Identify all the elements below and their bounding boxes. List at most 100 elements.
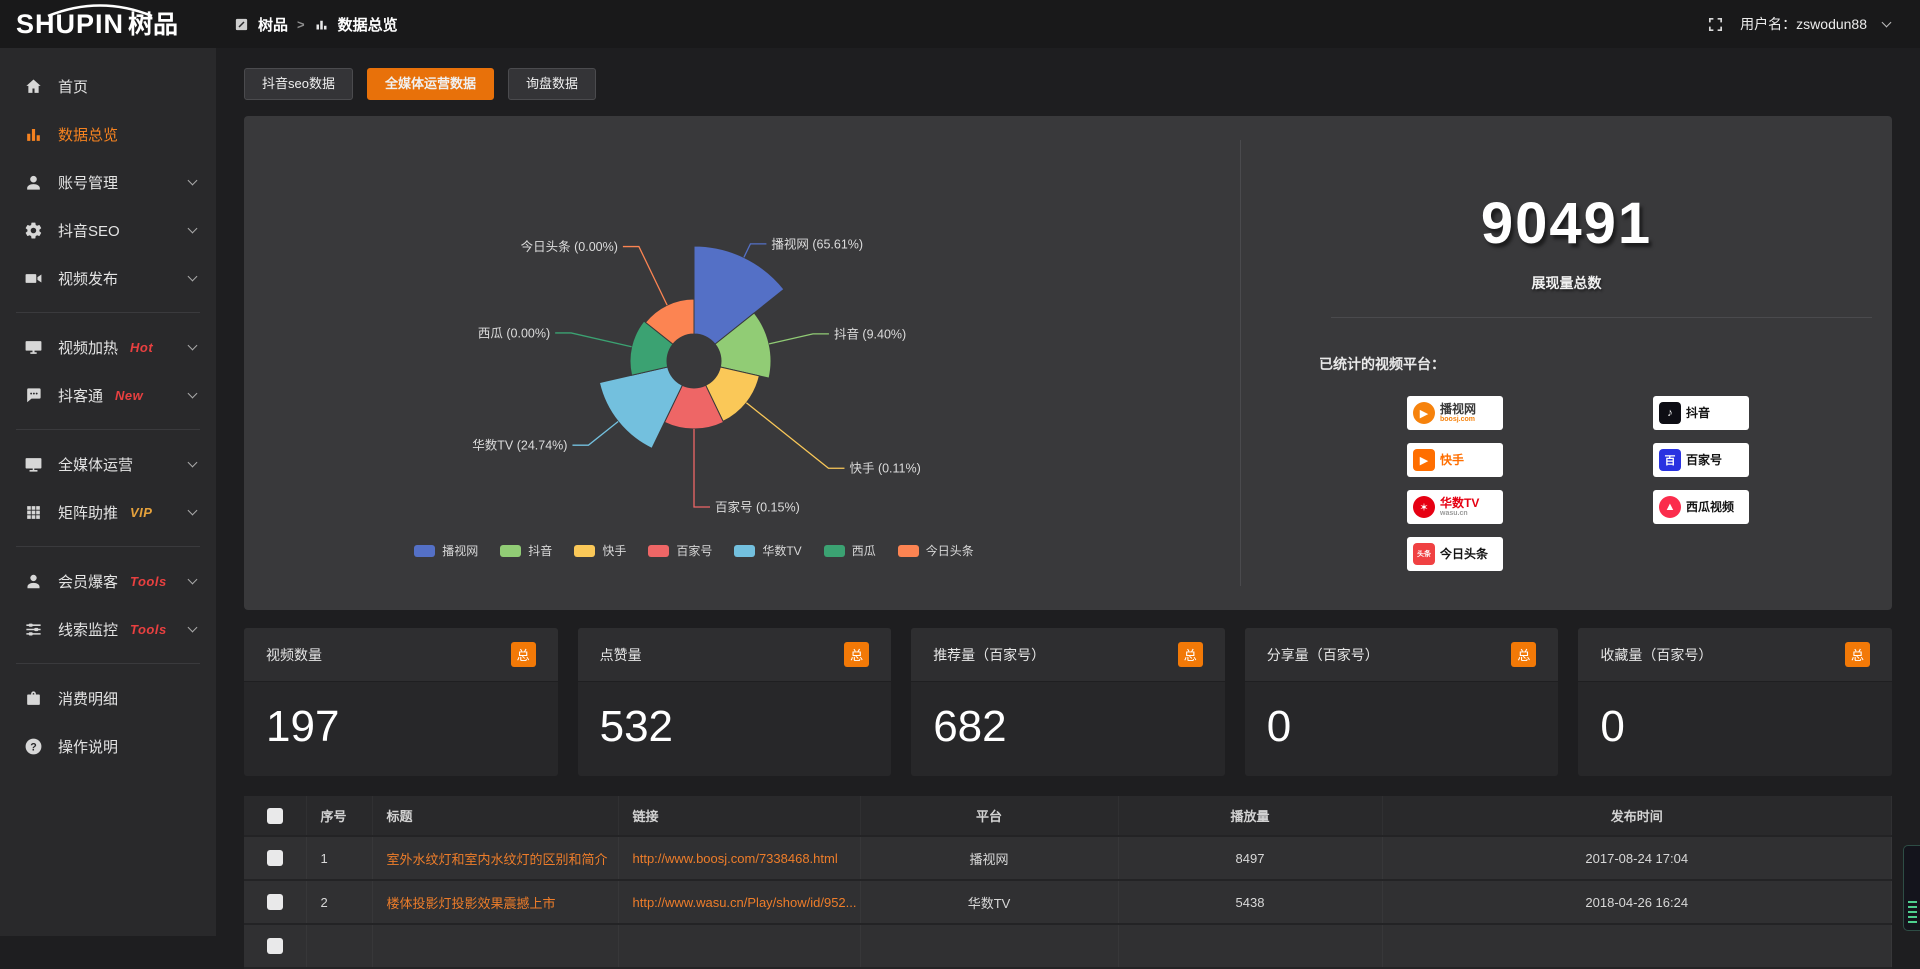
chat-icon	[24, 386, 43, 405]
platform-logo-icon: ✶	[1413, 496, 1435, 518]
stat-card-title: 推荐量（百家号）	[933, 645, 1045, 665]
breadcrumb-root[interactable]: 树品	[258, 14, 288, 35]
row-checkbox[interactable]	[267, 850, 283, 866]
pie-label: 西瓜 (0.00%)	[478, 326, 550, 340]
pie-label: 抖音 (9.40%)	[834, 326, 906, 341]
legend-label: 今日头条	[926, 542, 974, 559]
username[interactable]: 用户名：zswodun88	[1740, 14, 1867, 34]
chevron-down-icon	[188, 271, 198, 281]
stat-card-title: 分享量（百家号）	[1267, 645, 1379, 665]
rose-chart-zone: 播视网 (65.61%)抖音 (9.40%)快手 (0.11%)百家号 (0.1…	[244, 116, 1240, 610]
video-title-link[interactable]: 楼体投影灯投影效果震撼上市	[372, 880, 618, 924]
legend-item[interactable]: 抖音	[500, 542, 552, 559]
platform-name: 抖音	[1686, 407, 1710, 420]
select-all-checkbox[interactable]	[267, 808, 283, 824]
breadcrumb-separator: >	[297, 17, 305, 32]
row-checkbox[interactable]	[267, 894, 283, 910]
rose-chart: 播视网 (65.61%)抖音 (9.40%)快手 (0.11%)百家号 (0.1…	[244, 116, 1240, 610]
platform-name: 快手	[1440, 454, 1464, 467]
platform-cell: 播视网	[860, 836, 1118, 880]
legend-swatch	[574, 545, 595, 557]
row-checkbox[interactable]	[267, 938, 283, 954]
row-index: 2	[306, 880, 372, 924]
sidebar-badge: Tools	[130, 622, 167, 637]
summary-divider	[1331, 317, 1872, 318]
sidebar-item-home[interactable]: 首页	[0, 62, 216, 110]
stat-card-header: 视频数量总	[244, 628, 558, 682]
platform-name: 今日头条	[1440, 548, 1488, 561]
pie-label: 百家号 (0.15%)	[715, 500, 800, 515]
chevron-down-icon	[188, 505, 198, 515]
chevron-down-icon	[188, 175, 198, 185]
legend-item[interactable]: 西瓜	[824, 542, 876, 559]
gear-icon	[24, 221, 43, 240]
chart-legend: 播视网 抖音 快手 百家号 华数TV 西瓜 今日头条	[244, 542, 1144, 559]
pie-label: 播视网 (65.61%)	[771, 236, 863, 251]
legend-item[interactable]: 百家号	[648, 542, 712, 559]
chevron-down-icon	[188, 622, 198, 632]
sidebar-item-operation-help[interactable]: ?操作说明	[0, 722, 216, 770]
sidebar-item-data-overview[interactable]: 数据总览	[0, 110, 216, 158]
fullscreen-icon[interactable]	[1707, 16, 1724, 33]
chevron-down-icon	[188, 457, 198, 467]
platform-name: 西瓜视频	[1686, 501, 1734, 514]
legend-item[interactable]: 今日头条	[898, 542, 974, 559]
sidebar-item-account-manage[interactable]: 账号管理	[0, 158, 216, 206]
video-title-link[interactable]: 室外水纹灯和室内水纹灯的区别和简介	[372, 836, 618, 880]
platform-sub: boosj.com	[1440, 416, 1476, 423]
legend-item[interactable]: 快手	[574, 542, 626, 559]
platform-name: 百家号	[1686, 454, 1722, 467]
sidebar-item-label: 操作说明	[58, 736, 118, 757]
sidebar-divider	[16, 663, 200, 664]
platform-logo-icon: 头条	[1413, 543, 1435, 565]
sidebar-item-label: 消费明细	[58, 688, 118, 709]
video-url-link[interactable]: http://www.boosj.com/7338468.html	[618, 836, 860, 880]
tab-omni-media-data[interactable]: 全媒体运营数据	[367, 68, 494, 100]
sidebar-item-consume-detail[interactable]: 消费明细	[0, 674, 216, 722]
pie-label-line	[623, 247, 667, 306]
legend-label: 华数TV	[762, 542, 801, 559]
legend-label: 百家号	[676, 542, 712, 559]
platform-badge: ♪抖音	[1653, 396, 1749, 430]
stat-card-title: 收藏量（百家号）	[1600, 645, 1712, 665]
platform-name: 华数TV	[1440, 497, 1479, 510]
tab-inquiry-data[interactable]: 询盘数据	[508, 68, 596, 100]
sidebar-item-label: 抖客通	[58, 385, 103, 406]
video-url-link[interactable]: http://www.wasu.cn/Play/show/id/952...	[618, 880, 860, 924]
stat-card-value: 682	[911, 682, 1225, 752]
platform-badge: ▲西瓜视频	[1653, 490, 1749, 524]
legend-item[interactable]: 华数TV	[734, 542, 801, 559]
platform-column: ♪抖音百百家号▲西瓜视频	[1653, 396, 1749, 571]
sidebar-item-video-publish[interactable]: 视频发布	[0, 254, 216, 302]
stat-card-header: 点赞量总	[578, 628, 892, 682]
sidebar-item-douyin-seo[interactable]: 抖音SEO	[0, 206, 216, 254]
published-cell: 2017-08-24 17:04	[1382, 836, 1892, 880]
user-icon	[24, 173, 43, 192]
legend-item[interactable]: 播视网	[414, 542, 478, 559]
legend-label: 西瓜	[852, 542, 876, 559]
breadcrumb-current[interactable]: 数据总览	[338, 14, 398, 35]
main-content: 抖音seo数据全媒体运营数据询盘数据 播视网 (65.61%) 抖音 (9.40%…	[216, 48, 1920, 936]
legend-label: 抖音	[528, 542, 552, 559]
pie-label-line	[744, 244, 767, 258]
pie-slice[interactable]	[599, 367, 682, 448]
chevron-down-icon[interactable]	[1882, 17, 1892, 27]
sidebar-item-omni-media[interactable]: 全媒体运营	[0, 440, 216, 488]
data-tabs: 抖音seo数据全媒体运营数据询盘数据	[244, 68, 1892, 100]
stat-card-value: 0	[1245, 682, 1559, 752]
floating-helper-widget[interactable]	[1903, 845, 1920, 931]
tab-douyin-seo-data[interactable]: 抖音seo数据	[244, 68, 353, 100]
total-badge: 总	[1178, 642, 1203, 667]
column-header: 标题	[372, 796, 618, 836]
